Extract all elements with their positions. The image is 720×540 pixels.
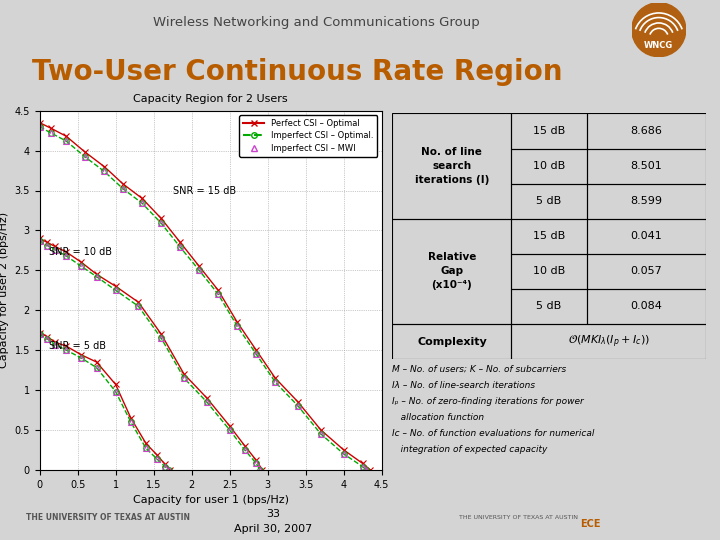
Bar	[587, 184, 706, 219]
Text: Relative
Gap
(x10⁻⁴): Relative Gap (x10⁻⁴)	[428, 252, 476, 291]
Bar	[511, 254, 587, 289]
Bar	[587, 148, 706, 184]
Bar	[587, 289, 706, 324]
Bar	[511, 184, 587, 219]
Legend: Perfect CSI – Optimal, Imperfect CSI – Optimal., Imperfect CSI – MWI: Perfect CSI – Optimal, Imperfect CSI – O…	[239, 115, 377, 157]
Text: THE UNIVERSITY OF TEXAS AT AUSTIN: THE UNIVERSITY OF TEXAS AT AUSTIN	[459, 515, 578, 520]
Bar	[587, 113, 706, 148]
Text: 5 dB: 5 dB	[536, 196, 562, 206]
Text: Wireless Networking and Communications Group: Wireless Networking and Communications G…	[153, 16, 480, 30]
Text: 0.084: 0.084	[630, 301, 662, 312]
Text: 8.599: 8.599	[630, 196, 662, 206]
Text: April 30, 2007: April 30, 2007	[235, 524, 312, 534]
Text: 8.686: 8.686	[630, 126, 662, 136]
Text: Iλ – No. of line-search iterations: Iλ – No. of line-search iterations	[392, 381, 536, 390]
Text: Complexity: Complexity	[417, 336, 487, 347]
Title: Capacity Region for 2 Users: Capacity Region for 2 Users	[133, 94, 288, 104]
Text: 10 dB: 10 dB	[533, 161, 565, 171]
Text: 0.057: 0.057	[630, 266, 662, 276]
Bar	[511, 324, 706, 359]
Text: No. of line
search
iterations (I): No. of line search iterations (I)	[415, 147, 489, 185]
Text: 10 dB: 10 dB	[533, 266, 565, 276]
Text: M – No. of users; K – No. of subcarriers: M – No. of users; K – No. of subcarriers	[392, 364, 567, 374]
Text: allocation function: allocation function	[392, 413, 485, 422]
Bar	[587, 219, 706, 254]
Text: Two-User Continuous Rate Region: Two-User Continuous Rate Region	[32, 58, 562, 85]
Text: WNCG: WNCG	[644, 42, 673, 50]
X-axis label: Capacity for user 1 (bps/Hz): Capacity for user 1 (bps/Hz)	[132, 495, 289, 505]
Circle shape	[632, 3, 685, 57]
Text: 15 dB: 15 dB	[533, 126, 565, 136]
Text: 0.041: 0.041	[630, 231, 662, 241]
Bar	[392, 219, 511, 324]
Bar	[392, 113, 511, 219]
Text: 5 dB: 5 dB	[536, 301, 562, 312]
Bar	[511, 113, 587, 148]
Text: THE UNIVERSITY OF TEXAS AT AUSTIN: THE UNIVERSITY OF TEXAS AT AUSTIN	[26, 513, 190, 522]
Text: Iᴄ – No. of function evaluations for numerical: Iᴄ – No. of function evaluations for num…	[392, 429, 595, 438]
Text: 15 dB: 15 dB	[533, 231, 565, 241]
Text: 8.501: 8.501	[630, 161, 662, 171]
Bar	[511, 148, 587, 184]
Text: SNR = 10 dB: SNR = 10 dB	[49, 247, 112, 257]
Text: SNR = 15 dB: SNR = 15 dB	[173, 186, 235, 197]
Text: Iₚ – No. of zero-finding iterations for power: Iₚ – No. of zero-finding iterations for …	[392, 397, 584, 406]
Y-axis label: Capacity for user 2 (bps/Hz): Capacity for user 2 (bps/Hz)	[0, 212, 9, 368]
Bar	[511, 289, 587, 324]
Text: 33: 33	[266, 509, 281, 519]
Bar	[587, 254, 706, 289]
Text: SNR = 5 dB: SNR = 5 dB	[49, 341, 106, 350]
Text: ECE: ECE	[580, 519, 600, 529]
Bar	[511, 219, 587, 254]
Text: integration of expected capacity: integration of expected capacity	[392, 446, 548, 455]
Bar	[392, 324, 511, 359]
Text: $\mathcal{O}(MKI_{\lambda}(I_p+I_c))$: $\mathcal{O}(MKI_{\lambda}(I_p+I_c))$	[567, 333, 649, 350]
